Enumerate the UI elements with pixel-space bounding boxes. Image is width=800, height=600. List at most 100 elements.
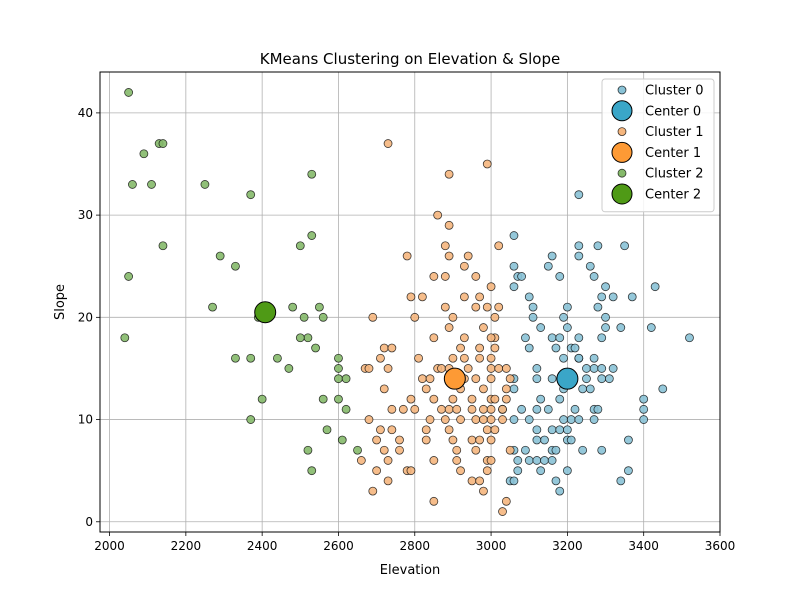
cluster-0-point — [574, 353, 584, 363]
cluster-0-point — [551, 445, 561, 455]
cluster-0-point — [589, 364, 599, 373]
plot-frame — [99, 71, 721, 533]
cluster-1-point — [383, 139, 393, 148]
cluster-1-point — [490, 394, 500, 404]
cluster-1-point — [421, 384, 431, 394]
cluster-1-point — [372, 435, 382, 445]
cluster-0-point — [532, 374, 542, 384]
cluster-1-point — [402, 251, 412, 261]
cluster-1-point — [486, 404, 496, 414]
cluster-2-point — [246, 415, 256, 424]
legend: Cluster 0 Center 0 Cluster 1 Center 1 Cluste… — [601, 78, 715, 213]
cluster-2-point — [139, 149, 149, 159]
legend-label-cluster-2: Cluster 2 — [645, 167, 704, 182]
cluster-0-point — [650, 282, 660, 292]
cluster-1-point — [444, 169, 454, 179]
cluster-1-point — [498, 507, 507, 516]
cluster-0-point — [627, 292, 637, 302]
cluster-0-point — [589, 272, 599, 281]
cluster-0-point — [574, 241, 584, 251]
cluster-0-point — [532, 404, 542, 414]
cluster-1-point — [471, 374, 481, 384]
cluster-0-point — [593, 241, 603, 251]
cluster-1-point — [429, 272, 439, 281]
x-tick-label: 2200 — [171, 539, 202, 553]
cluster-1-point — [383, 476, 393, 486]
cluster-0-point — [562, 323, 572, 332]
cluster-0-point — [540, 435, 549, 445]
cluster-1-point — [467, 394, 477, 404]
cluster-0-point — [547, 251, 557, 261]
y-tick-label: 30 — [78, 208, 93, 222]
cluster-2-point — [231, 261, 240, 271]
cluster-0-point — [589, 353, 599, 363]
cluster-0-point — [597, 333, 607, 343]
cluster-1-point — [406, 292, 416, 302]
cluster-0-point — [685, 333, 694, 343]
cluster-0-point — [528, 302, 538, 312]
cluster-1-point — [387, 343, 397, 353]
cluster-0-point — [543, 404, 553, 414]
cluster-1-point — [376, 425, 385, 435]
cluster-1-point — [456, 466, 465, 476]
cluster-0-point — [582, 374, 591, 384]
cluster-1-point — [395, 435, 404, 445]
cluster-0-point — [551, 343, 561, 353]
cluster-1-point — [486, 456, 496, 465]
cluster-1-point — [395, 445, 404, 455]
cluster-2-point — [147, 180, 156, 189]
cluster-1-point — [440, 241, 450, 251]
cluster-1-point — [417, 374, 427, 384]
cluster-0-point — [597, 374, 607, 384]
cluster-1-point — [379, 384, 389, 394]
cluster-1-point — [448, 353, 458, 363]
cluster-0-point — [555, 272, 565, 281]
cluster-1-point — [459, 261, 469, 271]
cluster-1-point — [452, 456, 462, 465]
cluster-1-point — [448, 435, 458, 445]
cluster-0-point — [562, 425, 572, 435]
cluster-0-point — [639, 394, 649, 404]
cluster-1-point — [475, 435, 485, 445]
cluster-1-point — [486, 374, 496, 384]
cluster-0-point — [555, 486, 565, 496]
cluster-0-point — [555, 394, 565, 404]
cluster-2-point — [322, 425, 332, 435]
cluster-0-point — [555, 425, 565, 435]
cluster-2-point — [307, 466, 317, 476]
cluster-0-point — [570, 404, 580, 414]
x-tick-label: 3000 — [476, 539, 507, 553]
cluster-2-point — [295, 241, 305, 251]
cluster-0-point — [524, 456, 534, 465]
cluster-1-point — [505, 374, 515, 384]
cluster-1-point — [475, 353, 485, 363]
cluster-0-point — [551, 476, 561, 486]
cluster-2-point — [334, 394, 343, 404]
cluster-2-point — [284, 364, 294, 373]
cluster-2-point — [208, 302, 217, 312]
cluster-2-point — [200, 180, 210, 189]
x-tick-label: 2800 — [399, 539, 430, 553]
cluster-1-point — [364, 364, 374, 373]
cluster-2-point — [257, 394, 267, 404]
cluster-1-point — [463, 364, 473, 373]
cluster-0-point — [540, 456, 549, 465]
legend-label-center-0: Center 0 — [645, 104, 701, 119]
cluster-0-point — [597, 292, 607, 302]
cluster-0-point — [509, 384, 519, 394]
cluster-0-point — [601, 312, 610, 322]
cluster-1-point — [456, 343, 465, 353]
cluster-0-point — [547, 333, 557, 343]
data-points — [120, 88, 694, 516]
cluster-2-point — [341, 404, 351, 414]
cluster-1-point — [448, 312, 458, 322]
cluster-0-point — [616, 476, 626, 486]
cluster-0-point — [639, 415, 649, 424]
cluster-1-point — [406, 394, 416, 404]
cluster-1-point — [494, 241, 504, 251]
cluster-1-point — [486, 353, 496, 363]
cluster-0-point — [513, 456, 523, 465]
cluster-1-point — [471, 415, 481, 424]
cluster-0-point — [555, 333, 565, 343]
cluster-2-point — [120, 333, 130, 343]
